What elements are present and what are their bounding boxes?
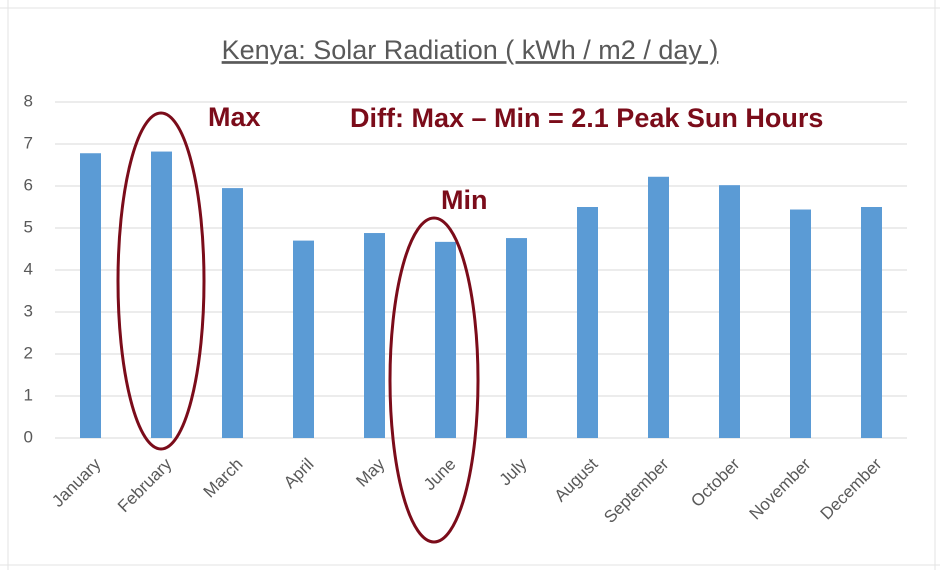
bar (577, 207, 598, 438)
bar (435, 241, 456, 438)
x-tick-label: April (280, 455, 317, 492)
x-tick-label: June (420, 455, 460, 495)
x-tick-label: February (114, 454, 176, 516)
x-tick-label: January (48, 454, 105, 511)
bar (364, 233, 385, 438)
y-tick-label: 6 (24, 175, 33, 194)
bar (790, 209, 811, 438)
x-tick-label: December (817, 454, 886, 523)
bar (719, 185, 740, 438)
min-ellipse (388, 216, 480, 544)
y-tick-label: 3 (24, 301, 33, 320)
y-tick-label: 5 (24, 217, 33, 236)
annotation: Diff: Max – Min = 2.1 Peak Sun Hours (350, 103, 823, 133)
y-tick-label: 2 (24, 343, 33, 362)
bar (151, 151, 172, 438)
x-tick-label: November (746, 454, 815, 523)
bar (80, 153, 101, 439)
y-tick-label: 8 (24, 91, 33, 110)
bar (648, 176, 669, 438)
chart-title: Kenya: Solar Radiation ( kWh / m2 / day … (222, 35, 719, 65)
bar (293, 240, 314, 438)
x-tick-label: May (352, 454, 388, 490)
x-tick-label: March (200, 455, 247, 502)
y-tick-label: 7 (24, 133, 33, 152)
y-tick-label: 0 (24, 427, 33, 446)
x-tick-label: October (687, 454, 743, 510)
y-tick-label: 4 (24, 259, 33, 278)
bar (506, 238, 527, 438)
bar (222, 188, 243, 438)
annotation: Min (441, 185, 488, 215)
max-ellipse (116, 111, 206, 451)
bar (861, 207, 882, 438)
x-tick-label: September (600, 454, 672, 526)
y-tick-label: 1 (24, 385, 33, 404)
annotation: Max (208, 102, 261, 132)
x-tick-label: July (496, 454, 531, 489)
x-tick-label: August (551, 454, 602, 505)
